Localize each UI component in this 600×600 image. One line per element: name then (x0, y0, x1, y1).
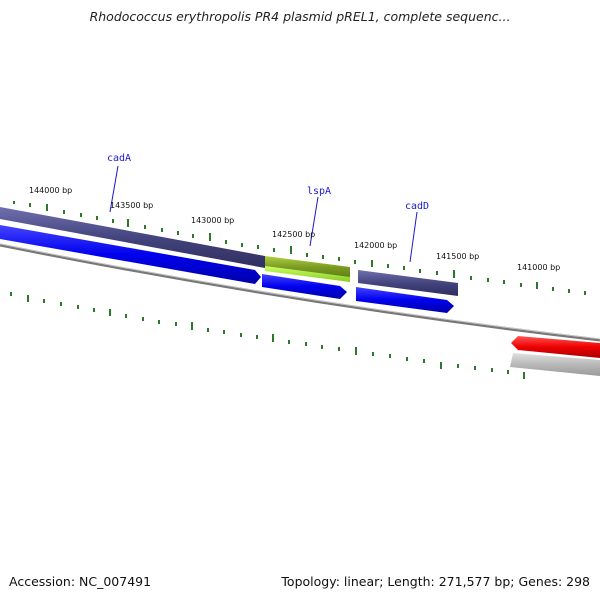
lower-ruler (10, 292, 525, 379)
gene-arrow-cadD[interactable] (356, 287, 454, 313)
ruler-label-142000: 142000 bp (354, 241, 397, 250)
map-title: Rhodococcus erythropolis PR4 plasmid pRE… (89, 9, 511, 24)
feature-bar-cadA-region[interactable] (0, 207, 265, 268)
ruler-label-141500: 141500 bp (436, 252, 479, 261)
gene-arrow-cadA[interactable] (0, 225, 261, 284)
feature-bar-lspA-lower[interactable] (265, 266, 350, 282)
feature-bar-reverse-grey[interactable] (510, 353, 600, 376)
gene-arrow-lspA[interactable] (262, 274, 347, 299)
ruler-label-144000: 144000 bp (29, 186, 72, 195)
gene-label-cadA[interactable]: cadA (107, 153, 131, 164)
ruler-label-143000: 143000 bp (191, 216, 234, 225)
backbone-line (0, 243, 600, 342)
gene-label-lspA[interactable]: lspA (307, 186, 331, 197)
gene-label-cadD[interactable]: cadD (405, 201, 429, 212)
ruler-label-143500: 143500 bp (110, 201, 153, 210)
topology-summary: Topology: linear; Length: 271,577 bp; Ge… (281, 574, 590, 589)
accession-label: Accession: NC_007491 (9, 574, 152, 589)
feature-bar-cadD[interactable] (358, 270, 458, 296)
upper-ruler (13, 201, 586, 295)
gene-arrow-reverse-red[interactable] (511, 336, 600, 358)
ruler-label-142500: 142500 bp (272, 230, 315, 239)
ruler-label-141000: 141000 bp (517, 263, 560, 272)
feature-bar-lspA[interactable] (265, 256, 350, 279)
backbone-highlight (0, 243, 600, 340)
gene-label-leaders (109, 165, 418, 263)
